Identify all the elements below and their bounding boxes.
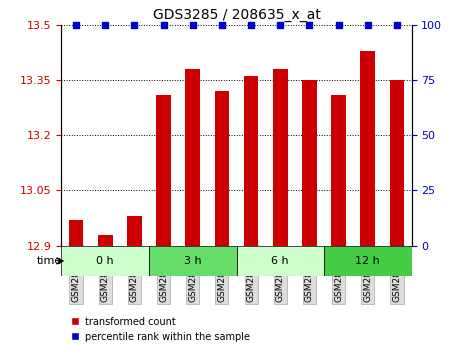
Point <box>247 22 255 28</box>
Text: 12 h: 12 h <box>355 256 380 266</box>
Bar <box>273 69 288 246</box>
Bar <box>390 80 404 246</box>
Point <box>218 22 226 28</box>
Point <box>335 22 342 28</box>
Point <box>72 22 80 28</box>
Text: 6 h: 6 h <box>272 256 289 266</box>
Bar <box>302 80 317 246</box>
Point <box>364 22 372 28</box>
Point <box>276 22 284 28</box>
Text: 0 h: 0 h <box>96 256 114 266</box>
Point <box>160 22 167 28</box>
Point <box>306 22 313 28</box>
Bar <box>244 76 258 246</box>
Point <box>131 22 138 28</box>
Bar <box>156 95 171 246</box>
Text: time: time <box>36 256 61 266</box>
FancyBboxPatch shape <box>61 246 149 276</box>
Point <box>101 22 109 28</box>
Title: GDS3285 / 208635_x_at: GDS3285 / 208635_x_at <box>153 8 320 22</box>
Bar <box>127 216 142 246</box>
Bar <box>98 235 113 246</box>
FancyBboxPatch shape <box>149 246 236 276</box>
Bar <box>215 91 229 246</box>
Point <box>393 22 401 28</box>
Bar <box>360 51 375 246</box>
Point <box>189 22 197 28</box>
FancyBboxPatch shape <box>236 246 324 276</box>
FancyBboxPatch shape <box>324 246 412 276</box>
Bar <box>69 220 83 246</box>
Bar <box>331 95 346 246</box>
Text: 3 h: 3 h <box>184 256 201 266</box>
Bar <box>185 69 200 246</box>
Legend: transformed count, percentile rank within the sample: transformed count, percentile rank withi… <box>66 313 254 346</box>
